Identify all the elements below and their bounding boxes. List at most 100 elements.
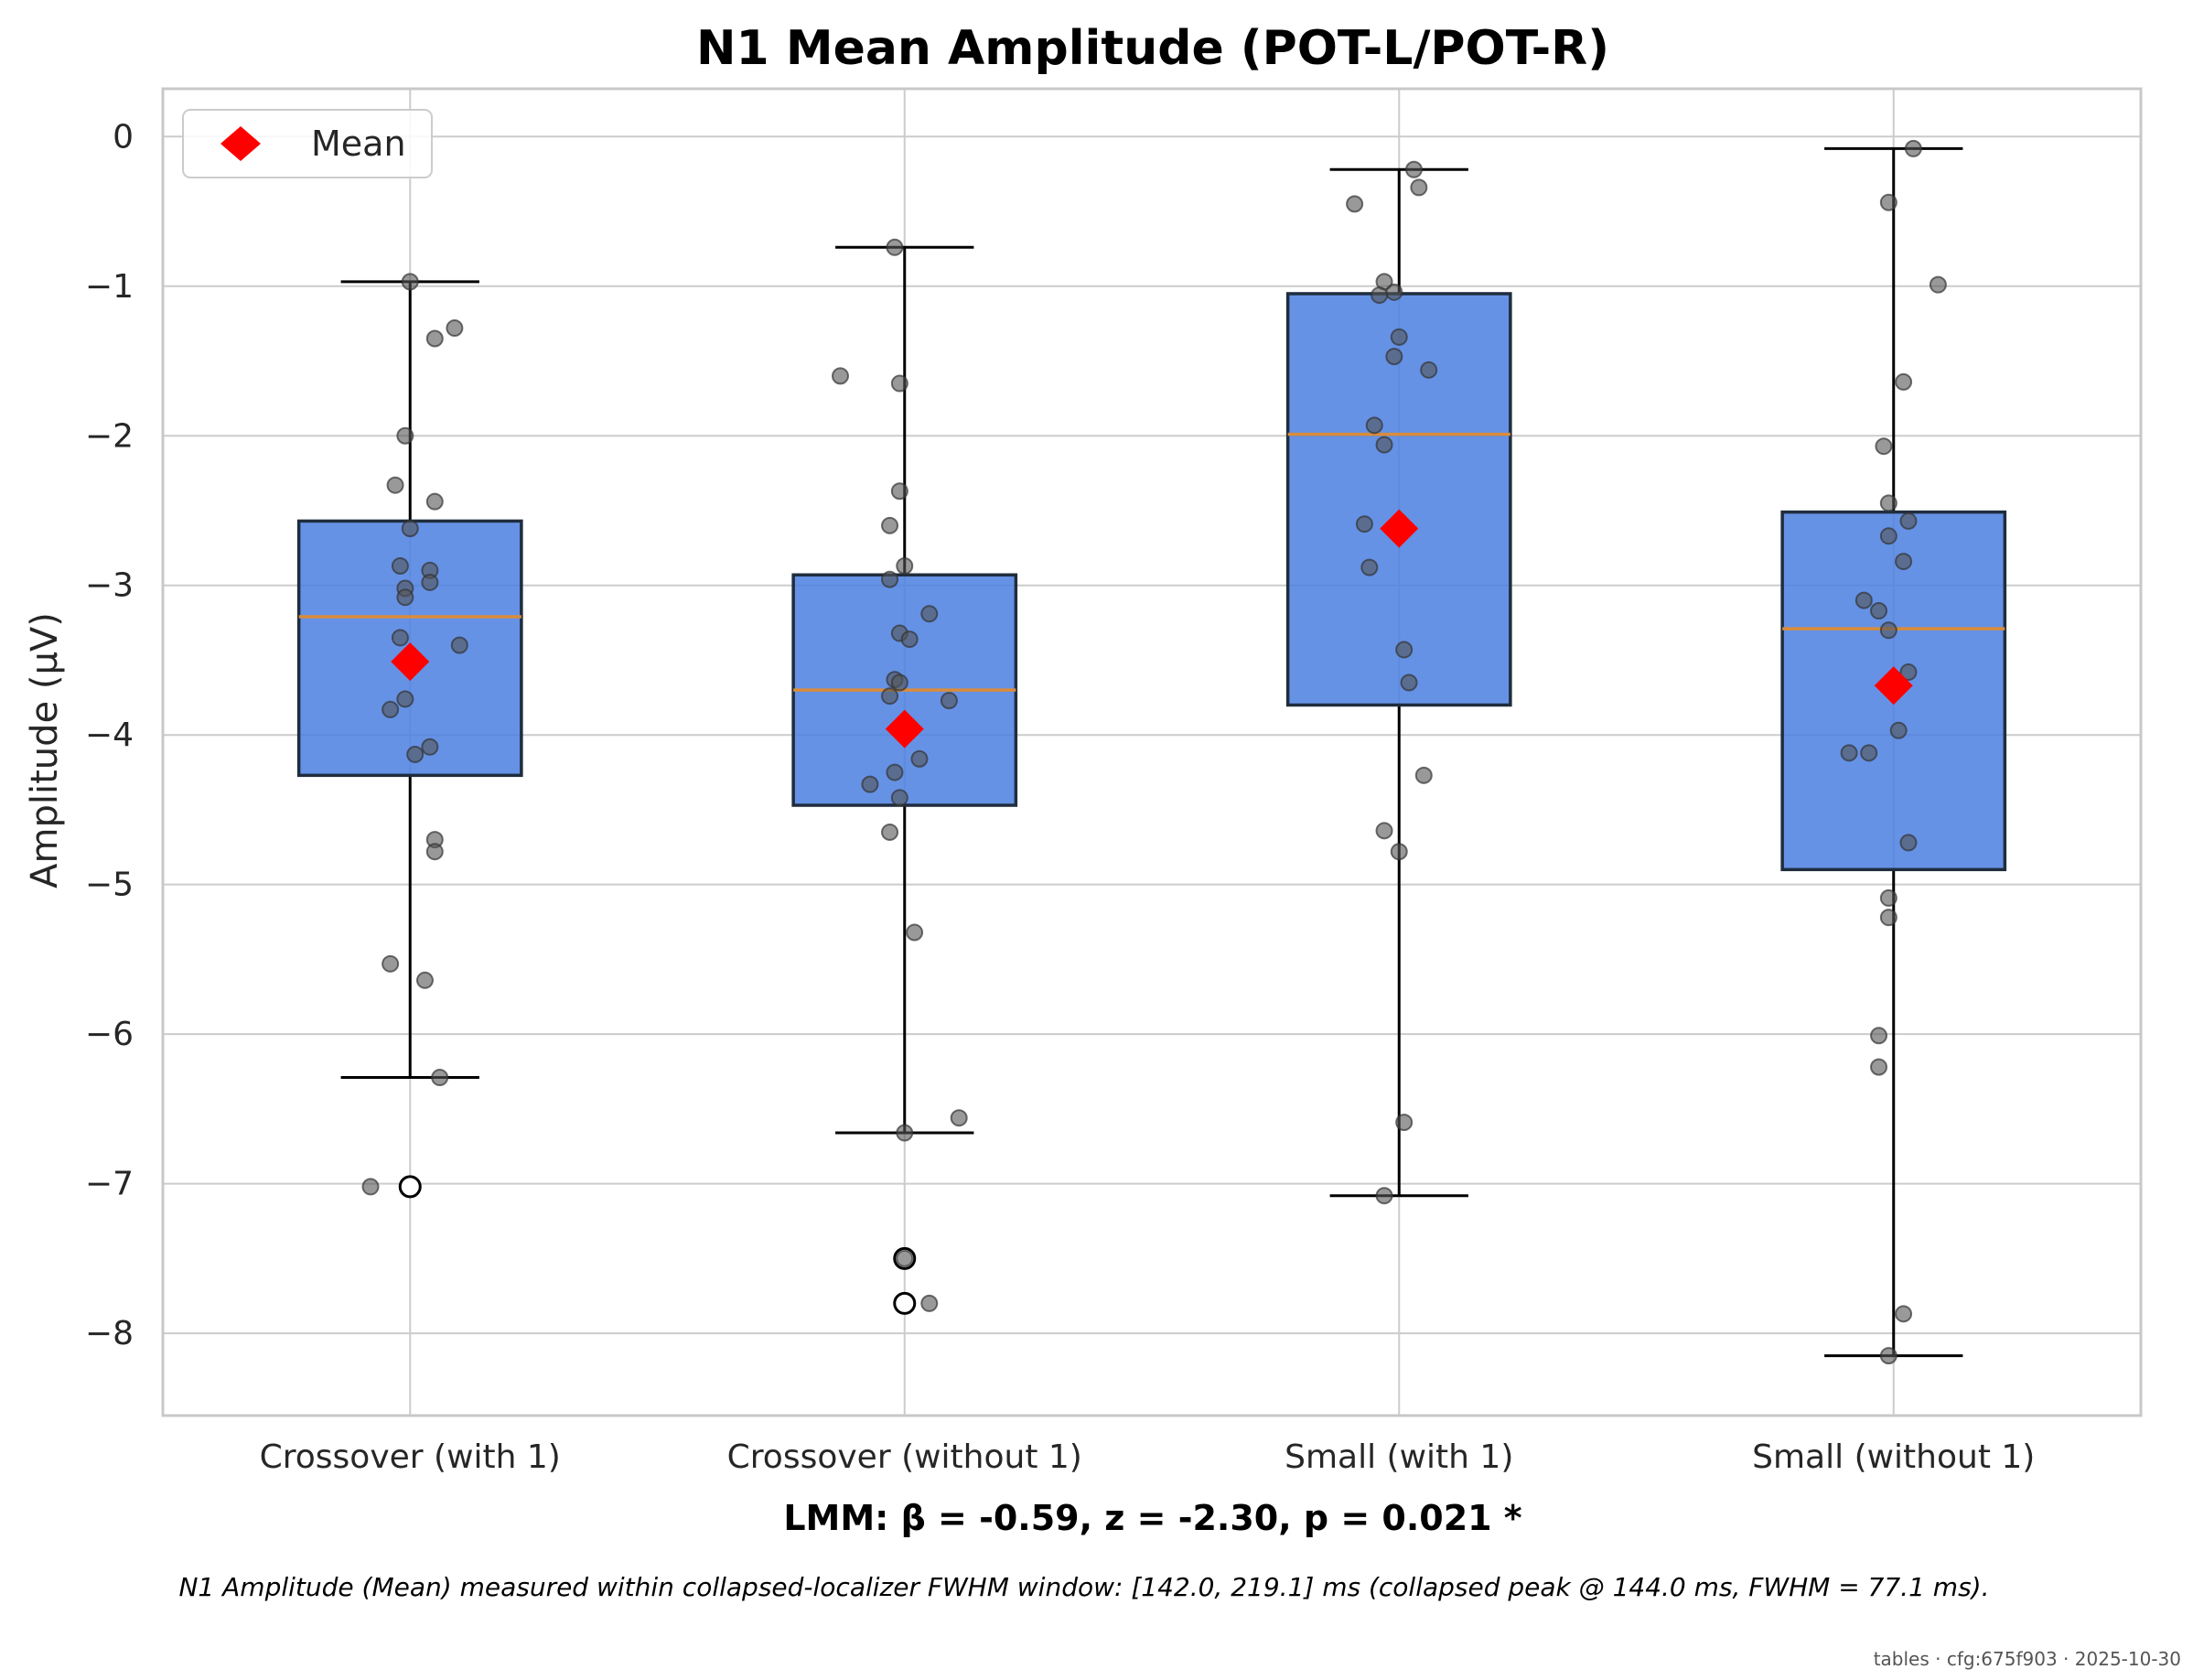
data-point	[1875, 437, 1893, 456]
data-point	[831, 367, 849, 385]
data-point	[1346, 195, 1364, 213]
data-point	[920, 605, 939, 623]
data-point	[1879, 621, 1897, 640]
data-point	[1870, 602, 1888, 620]
data-point	[920, 1294, 939, 1312]
data-point	[1375, 436, 1393, 454]
data-point	[1879, 909, 1897, 927]
lmm-stat-text: LMM: β = -0.59, z = -2.30, p = 0.021 *	[783, 1498, 1521, 1538]
data-point	[1410, 178, 1428, 197]
data-point	[1355, 515, 1373, 533]
data-point	[1395, 641, 1414, 659]
data-point	[1870, 1058, 1888, 1076]
data-points	[361, 139, 1947, 1365]
data-point	[401, 520, 419, 538]
data-point	[421, 573, 439, 591]
data-point	[900, 630, 919, 649]
data-point	[1375, 1187, 1393, 1205]
data-point	[1860, 744, 1878, 762]
data-point	[1879, 494, 1897, 512]
data-point	[1840, 744, 1858, 762]
data-point	[1404, 160, 1423, 178]
data-point	[1385, 283, 1403, 301]
data-point	[1879, 193, 1897, 211]
data-point	[1879, 888, 1897, 907]
data-point	[1385, 348, 1403, 366]
y-tick-label: −6	[85, 1016, 134, 1053]
figure-caption: N1 Amplitude (Mean) measured within coll…	[178, 1572, 1989, 1602]
data-point	[1414, 766, 1433, 784]
data-point	[881, 823, 899, 841]
data-point	[415, 971, 434, 989]
config-stamp: tables · cfg:675f903 · 2025-10-30	[1874, 1648, 2181, 1670]
data-point	[382, 954, 400, 973]
data-point	[386, 476, 404, 494]
axis-ticks: 0 −1 −2 −3 −4 −5 −6 −7 −8 Crossover (with 1) Cross…	[85, 118, 2035, 1476]
mean-marker	[885, 709, 924, 748]
data-point	[881, 570, 899, 588]
legend-mean-marker-icon	[220, 126, 261, 161]
data-point	[896, 1124, 914, 1142]
data-point	[1870, 1027, 1888, 1045]
outlier-marker	[398, 1175, 422, 1199]
data-point	[886, 238, 904, 256]
data-point	[396, 588, 414, 607]
data-point	[450, 636, 468, 654]
data-point	[1895, 1305, 1913, 1323]
data-point	[382, 700, 400, 718]
legend: Mean	[182, 109, 433, 178]
data-point	[425, 329, 444, 348]
data-point	[910, 749, 929, 768]
data-point	[881, 516, 899, 534]
data-point	[431, 1069, 449, 1087]
data-point	[890, 374, 908, 393]
x-tick-label: Crossover (with 1)	[260, 1438, 561, 1476]
data-point	[396, 690, 414, 708]
data-point	[1395, 1114, 1414, 1132]
data-point	[1400, 673, 1418, 692]
data-point	[396, 426, 414, 445]
y-tick-label: 0	[113, 118, 134, 156]
data-point	[940, 692, 958, 710]
data-point	[1360, 558, 1379, 576]
data-point	[446, 319, 464, 338]
data-point	[886, 763, 904, 781]
y-tick-label: −1	[85, 268, 134, 306]
legend-box	[182, 109, 433, 178]
y-tick-label: −8	[85, 1315, 134, 1352]
data-point	[425, 492, 444, 511]
x-tick-label: Small (with 1)	[1285, 1438, 1513, 1476]
data-point	[950, 1109, 968, 1127]
data-point	[1899, 834, 1918, 852]
data-point	[1420, 361, 1438, 379]
data-point	[1390, 843, 1408, 861]
data-point	[401, 273, 419, 291]
data-point	[1365, 416, 1383, 435]
data-point	[1879, 527, 1897, 545]
x-tick-label: Small (without 1)	[1752, 1438, 2035, 1476]
data-point	[1879, 1347, 1897, 1365]
data-point	[890, 673, 908, 692]
data-point	[1854, 591, 1873, 609]
mean-marker	[391, 642, 430, 682]
data-point	[1904, 139, 1922, 157]
data-point	[1889, 721, 1908, 739]
data-point	[1929, 275, 1947, 294]
data-point	[861, 775, 879, 793]
y-axis-label: Amplitude (μV)	[24, 612, 66, 888]
data-point	[890, 789, 908, 807]
chart-title: N1 Mean Amplitude (POT-L/POT-R)	[696, 21, 1609, 76]
y-tick-label: −4	[85, 716, 134, 754]
plot-frame	[161, 87, 2143, 1417]
data-point	[881, 687, 899, 705]
legend-mean-label: Mean	[311, 124, 406, 164]
data-point	[391, 629, 409, 647]
x-tick-label: Crossover (without 1)	[727, 1438, 1082, 1476]
data-point	[1390, 328, 1408, 346]
data-point	[1899, 663, 1918, 682]
y-tick-label: −3	[85, 567, 134, 605]
data-point	[1895, 372, 1913, 391]
y-tick-label: −7	[85, 1166, 134, 1203]
data-point	[425, 843, 444, 861]
mean-marker	[1380, 509, 1419, 548]
